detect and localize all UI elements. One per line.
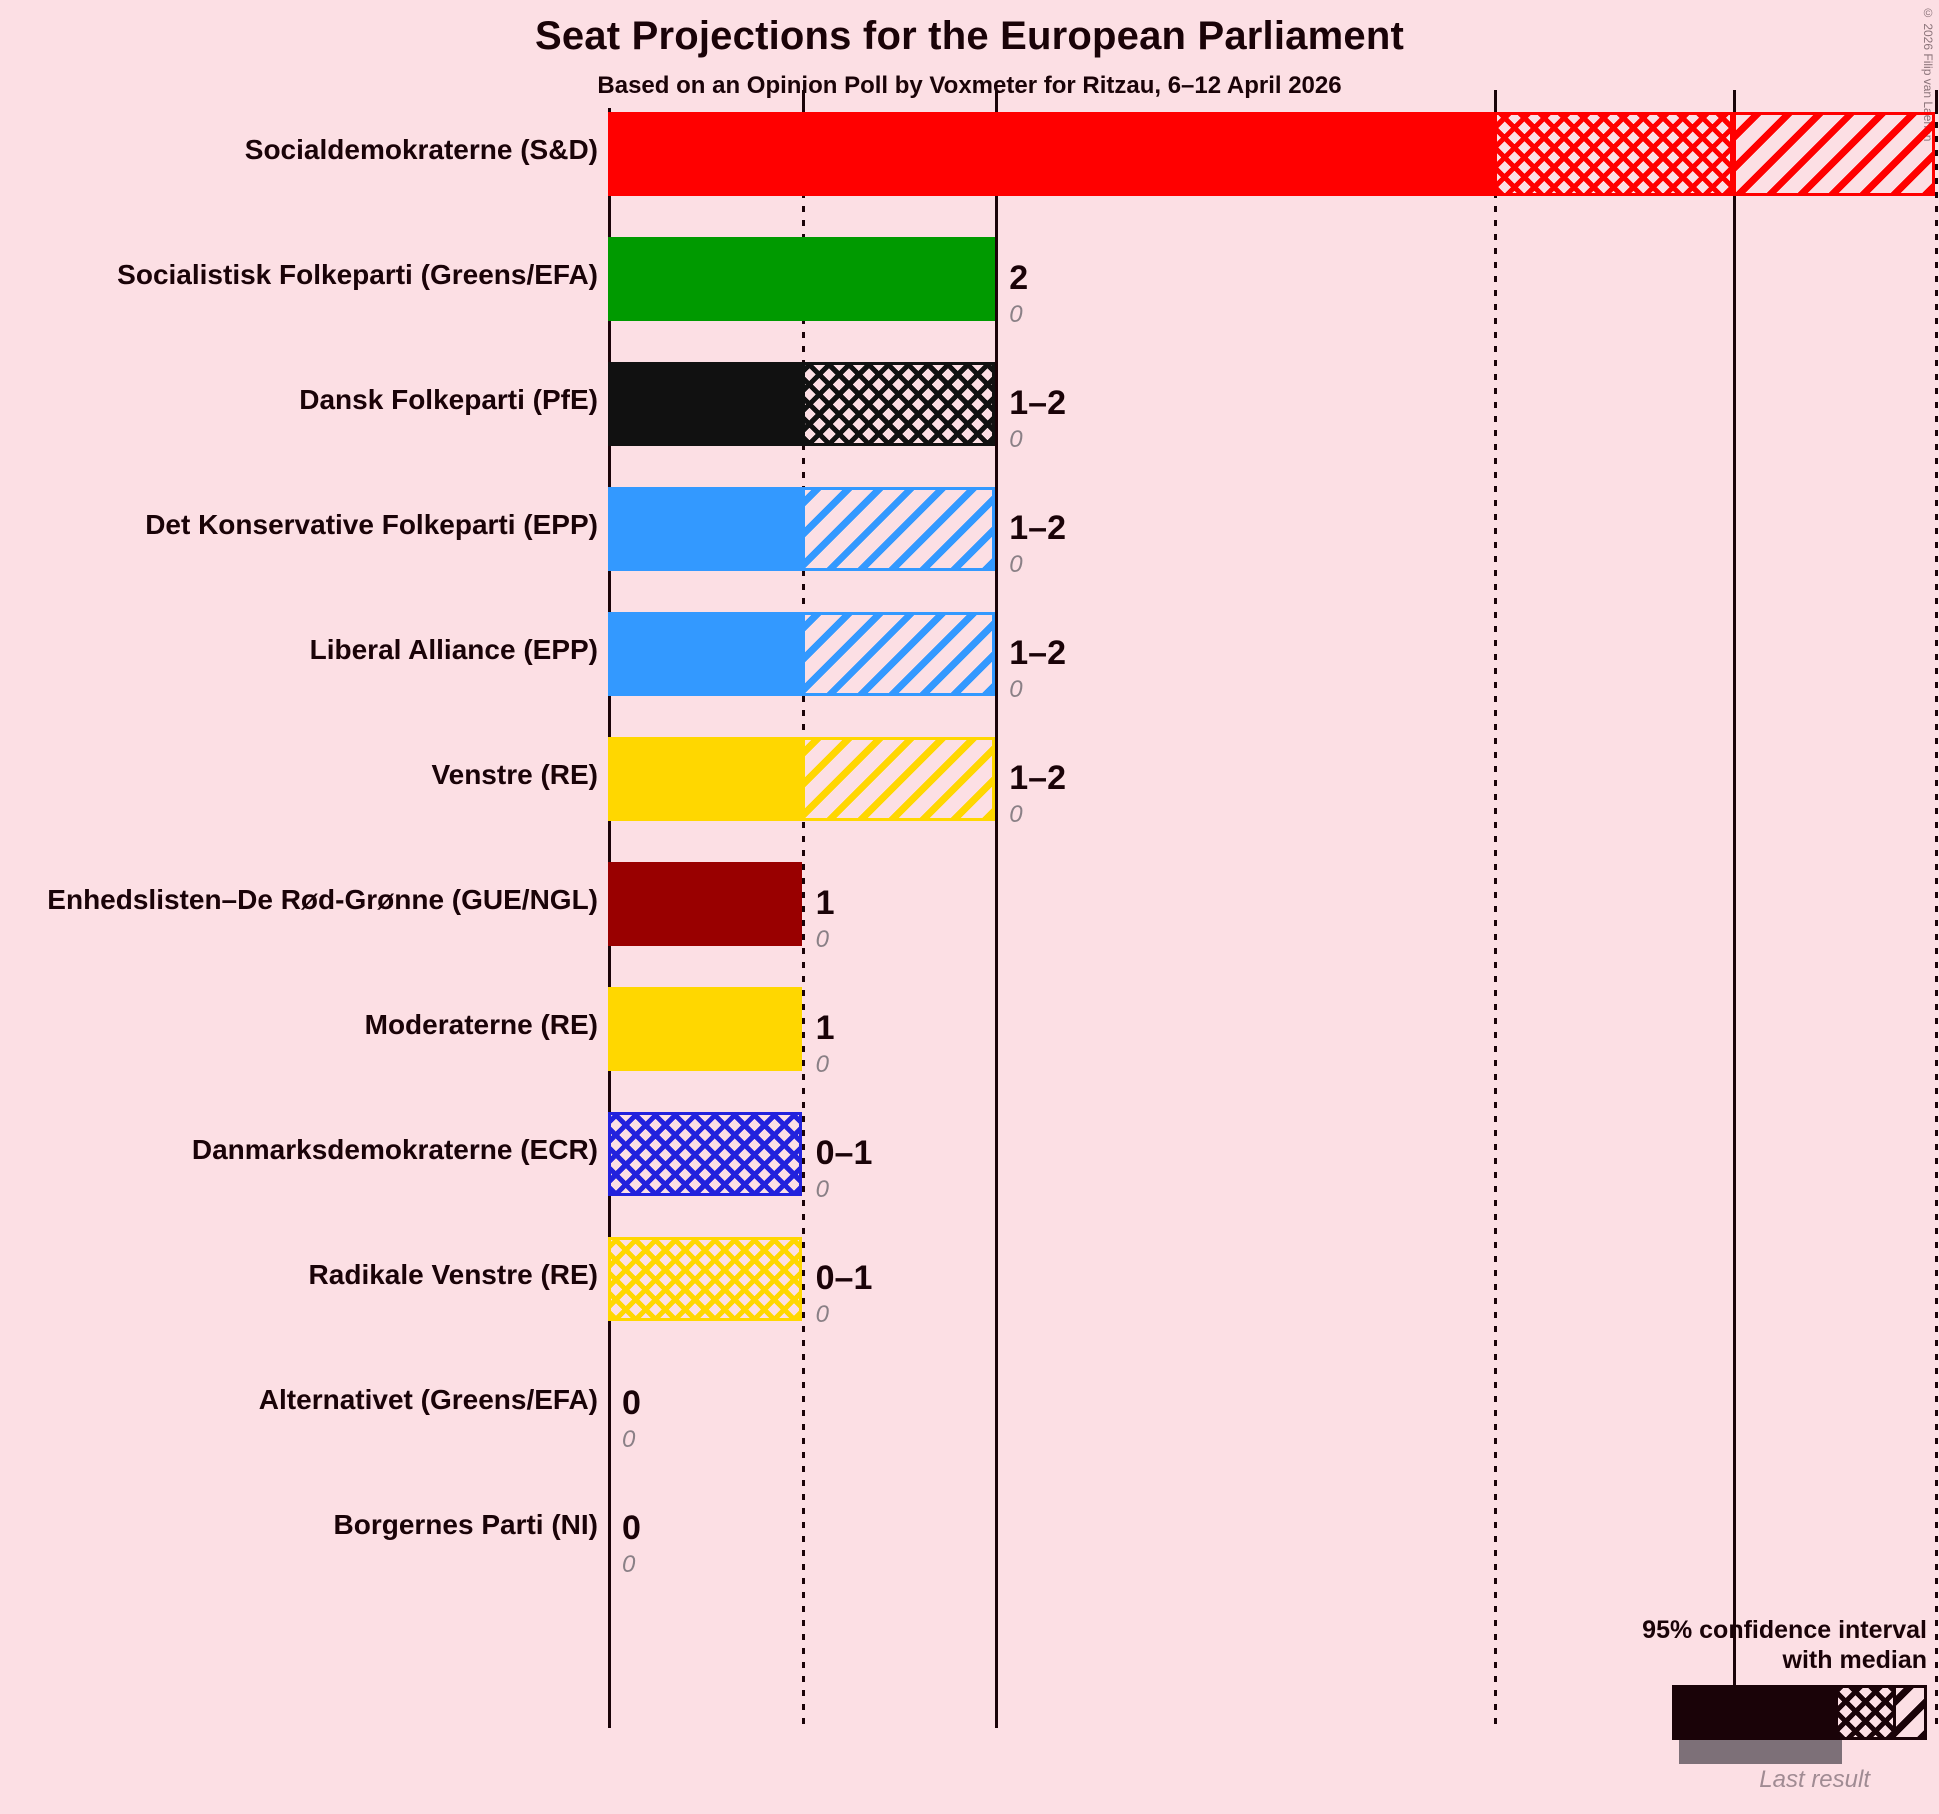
party-label: Borgernes Parti (NI) bbox=[333, 1509, 599, 1540]
axis-tick-3 bbox=[1732, 90, 1736, 108]
value-label: 1–2 bbox=[1009, 634, 1066, 672]
bar bbox=[608, 362, 996, 446]
axis-tick-0 bbox=[801, 90, 805, 108]
value-label: 2 bbox=[1009, 259, 1029, 297]
bar-segment-upper bbox=[801, 612, 996, 696]
party-label: Danmarksdemokraterne (ECR) bbox=[191, 1134, 598, 1165]
party-label: Moderaterne (RE) bbox=[364, 1009, 598, 1040]
last-result-label: 0 bbox=[815, 926, 829, 953]
bar-segment-lower bbox=[608, 112, 1494, 196]
bar bbox=[608, 112, 1935, 196]
bar bbox=[608, 987, 802, 1071]
value-label: 0 bbox=[622, 1384, 641, 1422]
page-title: Seat Projections for the European Parlia… bbox=[534, 14, 1404, 58]
bar-segment-lower bbox=[608, 487, 802, 571]
chart-subtitle: Based on an Opinion Poll by Voxmeter for… bbox=[597, 72, 1342, 99]
party-label: Liberal Alliance (EPP) bbox=[309, 634, 598, 665]
party-label: Socialistisk Folkeparti (Greens/EFA) bbox=[117, 259, 598, 290]
value-label: 1–2 bbox=[1009, 509, 1066, 547]
last-result-label: 0 bbox=[815, 1051, 829, 1078]
legend-last-result-label: Last result bbox=[1759, 1766, 1870, 1793]
party-label: Alternativet (Greens/EFA) bbox=[258, 1384, 598, 1415]
last-result-label: 0 bbox=[1009, 301, 1023, 328]
last-result-label: 0 bbox=[622, 1551, 636, 1578]
legend: 95% confidence interval with median Last… bbox=[1407, 1616, 1927, 1794]
legend-segment-upper bbox=[1893, 1688, 1927, 1737]
bar bbox=[608, 1237, 802, 1321]
bar-segment-lower bbox=[608, 237, 996, 321]
legend-line-2: with median bbox=[1782, 1645, 1927, 1674]
bar bbox=[608, 487, 996, 571]
last-result-label: 0 bbox=[815, 1301, 829, 1328]
value-label: 0–1 bbox=[815, 1259, 873, 1297]
gridline-0 bbox=[801, 108, 805, 1728]
last-result-label: 0 bbox=[1009, 426, 1023, 453]
value-label: 0 bbox=[622, 1509, 641, 1547]
party-label: Det Konservative Folkeparti (EPP) bbox=[145, 509, 598, 540]
value-label: 1–2 bbox=[1009, 384, 1066, 422]
value-label: 1–2 bbox=[1009, 759, 1066, 797]
axis-tick-1 bbox=[995, 90, 999, 108]
axis-tick-4 bbox=[1934, 90, 1938, 108]
gridline-3 bbox=[1732, 108, 1736, 1728]
bar bbox=[608, 237, 996, 321]
party-label: Dansk Folkeparti (PfE) bbox=[299, 384, 598, 415]
party-label: Socialdemokraterne (S&D) bbox=[244, 134, 598, 165]
bar-row: Alternativet (Greens/EFA) 0 0 bbox=[259, 1362, 1939, 1453]
bar-segment-median bbox=[608, 1112, 802, 1196]
gridline-1 bbox=[995, 108, 999, 1728]
copyright-notice: © 2026 Filip van Laenen bbox=[1921, 6, 1935, 142]
bar-segment-lower bbox=[608, 862, 802, 946]
bar-segment-lower bbox=[608, 612, 802, 696]
bar-segment-median bbox=[801, 362, 996, 446]
bar-row: Moderaterne (RE) 1 0 bbox=[365, 987, 1939, 1078]
bar-segment-median bbox=[1493, 112, 1733, 196]
last-result-label: 0 bbox=[1009, 676, 1023, 703]
bar-segment-upper bbox=[801, 487, 996, 571]
legend-ci-bar bbox=[1672, 1685, 1927, 1740]
bar-row: Enhedslisten–De Rød-Grønne (GUE/NGL) 1 0 bbox=[47, 862, 1939, 953]
bar-row: Socialistisk Folkeparti (Greens/EFA) 2 0 bbox=[117, 237, 1939, 328]
bar-row: Det Konservative Folkeparti (EPP) 1–2 0 bbox=[145, 487, 1939, 578]
value-label: 0–1 bbox=[815, 1134, 873, 1172]
axis-tick-2 bbox=[1493, 90, 1497, 108]
bar-row: Borgernes Parti (NI) 0 0 bbox=[334, 1487, 1939, 1578]
last-result-label: 0 bbox=[815, 1176, 829, 1203]
legend-segment-median bbox=[1835, 1688, 1893, 1737]
bar-row: Venstre (RE) 1–2 0 bbox=[432, 737, 1939, 828]
plot-area: Socialdemokraterne (S&D)3–50 Socialistisk… bbox=[47, 90, 1939, 1728]
bar-row: Liberal Alliance (EPP) 1–2 0 bbox=[310, 612, 1939, 703]
legend-line-1: 95% confidence interval bbox=[1642, 1616, 1927, 1644]
bar bbox=[608, 1112, 802, 1196]
legend-segment-lower bbox=[1672, 1688, 1835, 1737]
party-label: Venstre (RE) bbox=[431, 759, 599, 790]
last-result-label: 0 bbox=[1009, 801, 1023, 828]
bar-row: Radikale Venstre (RE) 0–1 0 bbox=[309, 1237, 1939, 1328]
value-label: 1 bbox=[815, 1009, 835, 1047]
bar-segment-upper bbox=[1732, 112, 1935, 196]
bar bbox=[608, 862, 802, 946]
bar-segment-lower bbox=[608, 987, 802, 1071]
last-result-label: 0 bbox=[1009, 551, 1023, 578]
bar-segment-lower bbox=[608, 362, 802, 446]
bar-row: Danmarksdemokraterne (ECR) 0–1 0 bbox=[192, 1112, 1939, 1203]
gridline-4 bbox=[1934, 108, 1938, 1728]
bar bbox=[608, 737, 996, 821]
bar-segment-upper bbox=[801, 737, 996, 821]
bar-segment-median bbox=[608, 1237, 802, 1321]
value-label: 1 bbox=[815, 884, 835, 922]
last-result-label: 0 bbox=[622, 1426, 636, 1453]
bar-row: Socialdemokraterne (S&D)3–50 bbox=[245, 112, 1939, 196]
legend-last-result-bar bbox=[1679, 1740, 1842, 1764]
gridline-2 bbox=[1493, 108, 1497, 1728]
bar-row: Dansk Folkeparti (PfE) 1–2 0 bbox=[299, 362, 1939, 453]
bar-segment-lower bbox=[608, 737, 802, 821]
bar bbox=[608, 612, 996, 696]
party-label: Enhedslisten–De Rød-Grønne (GUE/NGL) bbox=[47, 884, 598, 915]
party-label: Radikale Venstre (RE) bbox=[308, 1259, 598, 1290]
